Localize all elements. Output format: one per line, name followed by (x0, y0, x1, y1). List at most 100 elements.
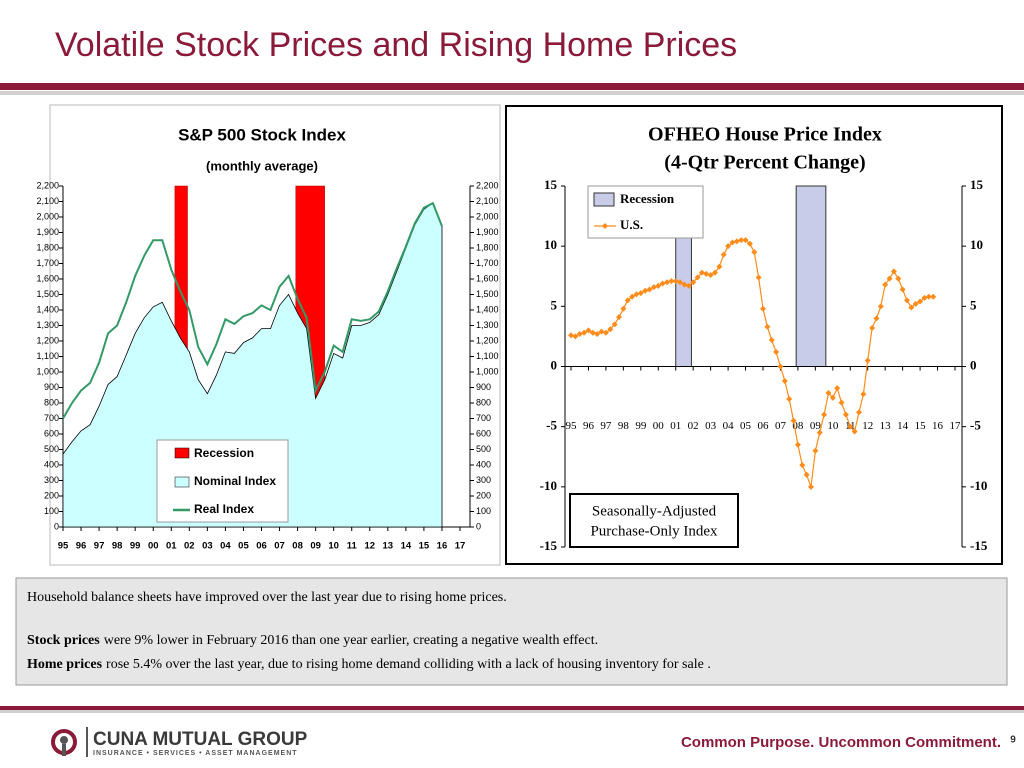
chart-subtitle: (monthly average) (206, 158, 318, 173)
y-tick-label: 1,300 (36, 320, 59, 330)
y-tick-label: -15 (540, 538, 558, 553)
legend-label: Recession (620, 191, 675, 206)
legend-label: U.S. (620, 217, 643, 232)
marker (917, 298, 924, 305)
logo-mark (51, 729, 77, 756)
y2-tick-label: 5 (970, 297, 977, 312)
marker (890, 268, 897, 275)
marker (611, 321, 618, 328)
marker (616, 314, 622, 321)
chart-title: S&P 500 Stock Index (178, 125, 346, 144)
marker (808, 483, 814, 490)
logo-divider (86, 727, 88, 757)
marker (760, 305, 766, 312)
marker (746, 240, 753, 247)
x-tick-label: 04 (723, 420, 735, 432)
x-tick-label: 08 (292, 541, 303, 552)
x-tick-label: 98 (618, 420, 630, 432)
y-tick-label: 1,700 (36, 258, 59, 268)
y-tick-label: 800 (44, 397, 59, 407)
marker (642, 287, 649, 294)
note-bold: Stock prices (27, 633, 100, 648)
note-bold: Home prices (27, 657, 103, 672)
marker (637, 290, 644, 297)
y-tick-label: 300 (44, 475, 59, 485)
y2-tick-label: 500 (476, 444, 491, 454)
legend-label: Recession (194, 446, 254, 460)
x-tick-label: 17 (950, 420, 962, 432)
y-tick-label: 1,000 (36, 366, 59, 376)
x-tick-label: 14 (401, 541, 412, 552)
legend-label: Nominal Index (194, 474, 276, 488)
y2-tick-label: 900 (476, 382, 491, 392)
y-tick-label: 5 (551, 297, 558, 312)
x-tick-label: 17 (455, 541, 466, 552)
y2-tick-label: 15 (970, 177, 984, 192)
marker (594, 331, 601, 338)
x-tick-label: 08 (792, 420, 804, 432)
y2-tick-label: 1,700 (476, 258, 499, 268)
recession-band (795, 185, 827, 367)
x-tick-label: 05 (238, 541, 249, 552)
header-shadow (0, 91, 1024, 95)
marker (860, 391, 867, 398)
y-tick-label: 400 (44, 459, 59, 469)
y2-tick-label: 1,000 (476, 366, 499, 376)
y-tick-label: 1,200 (36, 335, 59, 345)
x-tick-label: 98 (112, 541, 123, 552)
x-tick-label: 01 (670, 420, 681, 432)
marker (685, 282, 692, 289)
y2-tick-label: 1,900 (476, 227, 499, 237)
y2-tick-label: 400 (476, 459, 491, 469)
marker (694, 274, 701, 281)
marker (904, 297, 910, 304)
marker (568, 332, 574, 339)
y2-tick-label: 1,400 (476, 304, 499, 314)
footer-shadow (0, 710, 1024, 713)
note-text: rose 5.4% over the last year, due to ris… (106, 657, 711, 672)
marker (886, 275, 893, 282)
marker (572, 333, 579, 340)
marker (912, 300, 919, 307)
marker (895, 275, 902, 282)
marker (738, 237, 745, 244)
marker (742, 237, 749, 244)
marker (777, 363, 784, 370)
x-tick-label: 03 (705, 420, 717, 432)
x-tick-label: 00 (148, 541, 159, 552)
y2-tick-label: 100 (476, 506, 491, 516)
note-text: Household balance sheets have improved o… (27, 590, 507, 605)
x-tick-label: 16 (932, 420, 944, 432)
marker (677, 279, 684, 286)
y-tick-label: -10 (540, 478, 557, 493)
note-line: Stock prices were 9% lower in February 20… (27, 633, 598, 648)
marker (816, 429, 823, 436)
x-tick-label: 13 (880, 420, 892, 432)
y2-tick-label: -15 (970, 538, 988, 553)
page-number: 9 (1010, 735, 1016, 746)
marker (847, 423, 854, 430)
y2-tick-label: 2,000 (476, 211, 499, 221)
y-tick-label: 1,800 (36, 242, 59, 252)
y-tick-label: 1,900 (36, 227, 59, 237)
y-tick-label: 1,500 (36, 289, 59, 299)
x-tick-label: 15 (419, 541, 430, 552)
x-tick-label: 00 (653, 420, 665, 432)
x-tick-label: 97 (600, 420, 612, 432)
marker (655, 282, 662, 289)
x-tick-label: 11 (347, 541, 358, 552)
marker (672, 278, 679, 285)
note-line: Household balance sheets have improved o… (27, 590, 507, 605)
marker (681, 281, 688, 288)
y-tick-label: 0 (551, 357, 558, 372)
legend-marker (602, 223, 608, 229)
y2-tick-label: 600 (476, 428, 491, 438)
x-tick-label: 06 (758, 420, 770, 432)
y-tick-label: 1,600 (36, 273, 59, 283)
x-tick-label: 13 (383, 541, 394, 552)
x-tick-label: 16 (437, 541, 448, 552)
marker (794, 441, 801, 448)
chart: S&P 500 Stock Index (monthly average) 0 0 10… (36, 125, 498, 551)
x-tick-label: 03 (202, 541, 213, 552)
